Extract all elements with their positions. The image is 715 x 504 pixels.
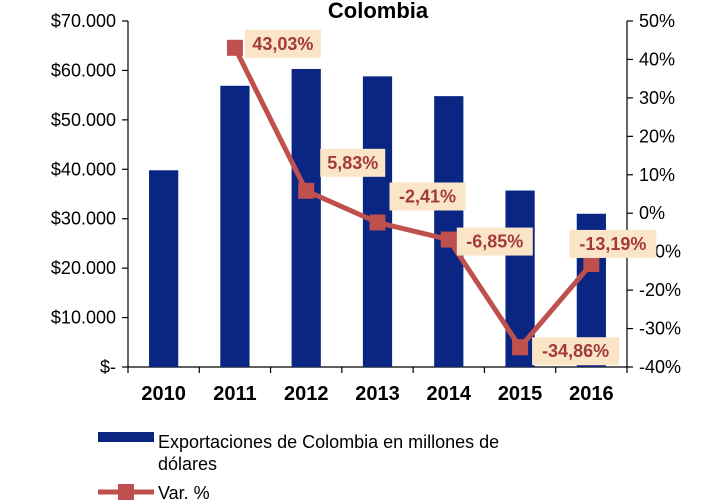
chart-title: Colombia <box>328 0 429 23</box>
legend-label-bar: Exportaciones de Colombia en millones de… <box>158 432 499 474</box>
var-marker-2013 <box>369 214 386 231</box>
data-label-bg <box>244 29 321 58</box>
x-tick-label: 2010 <box>141 383 186 405</box>
bar-2011 <box>220 85 250 367</box>
var-marker-2014 <box>440 231 457 248</box>
data-label-2011: 43,03% <box>252 34 313 54</box>
var-line <box>232 46 594 350</box>
x-tick-label: 2016 <box>569 383 614 405</box>
y-right-tick-label: 0% <box>639 203 665 223</box>
legend-swatch-marker <box>118 484 134 500</box>
data-label-2012: 5,83% <box>327 153 378 173</box>
line-series <box>226 39 600 356</box>
var-marker-2011 <box>226 39 243 56</box>
x-tick-label: 2011 <box>213 383 256 405</box>
bar-2010 <box>149 170 179 367</box>
y-right-tick-label: 10% <box>639 165 675 185</box>
y-right-tick-label: -20% <box>639 280 681 300</box>
y-left-tick-label: $- <box>100 357 116 377</box>
axes: $- $10.000 $20.000 $30.000 $40.000 $50.000 $60… <box>51 11 681 405</box>
x-tick-label: 2014 <box>427 383 472 405</box>
data-label-2015: -34,86% <box>542 341 609 361</box>
legend-label-bar-line2: dólares <box>158 454 217 474</box>
bar-2012 <box>291 68 321 368</box>
data-label-bg <box>320 148 386 177</box>
y-right-tick-label: 30% <box>639 88 675 108</box>
y-left-tick-label: $10.000 <box>51 308 116 328</box>
y-left-tick-label: $70.000 <box>51 11 116 31</box>
var-marker-2016 <box>583 255 600 272</box>
legend-label-bar-line1: Exportaciones de Colombia en millones de <box>158 432 499 452</box>
y-left-tick-label: $30.000 <box>51 209 116 229</box>
data-label-2013: -2,41% <box>399 186 456 206</box>
y-left-tick-label: $20.000 <box>51 258 116 278</box>
x-tick-label: 2012 <box>284 383 329 405</box>
x-tick-label: 2013 <box>355 383 400 405</box>
data-label-bg <box>569 229 657 258</box>
legend: Exportaciones de Colombia en millones de… <box>98 432 499 503</box>
legend-swatch-bar <box>98 432 154 442</box>
x-tick-label: 2015 <box>498 383 543 405</box>
data-labels: 43,03% 5,83% -2,41% -6,85% -34,86% -13,19% <box>244 29 657 366</box>
y-right-tick-label: 50% <box>639 11 675 31</box>
y-left-tick-label: $50.000 <box>51 110 116 130</box>
y-left-tick-label: $40.000 <box>51 159 116 179</box>
var-marker-2012 <box>298 182 315 199</box>
data-label-bg <box>389 182 466 211</box>
data-label-2014: -6,85% <box>466 232 523 252</box>
data-label-bg <box>456 227 533 256</box>
data-label-2016: -13,19% <box>579 234 646 254</box>
var-marker-2015 <box>512 339 529 356</box>
y-right-tick-label: 40% <box>639 49 675 69</box>
y-right-tick-label: -40% <box>639 357 681 377</box>
y-right-tick-label: 20% <box>639 126 675 146</box>
y-left-tick-label: $60.000 <box>51 60 116 80</box>
legend-label-line: Var. % <box>158 483 210 503</box>
data-label-bg <box>532 337 620 366</box>
y-right-tick-label: -30% <box>639 319 681 339</box>
